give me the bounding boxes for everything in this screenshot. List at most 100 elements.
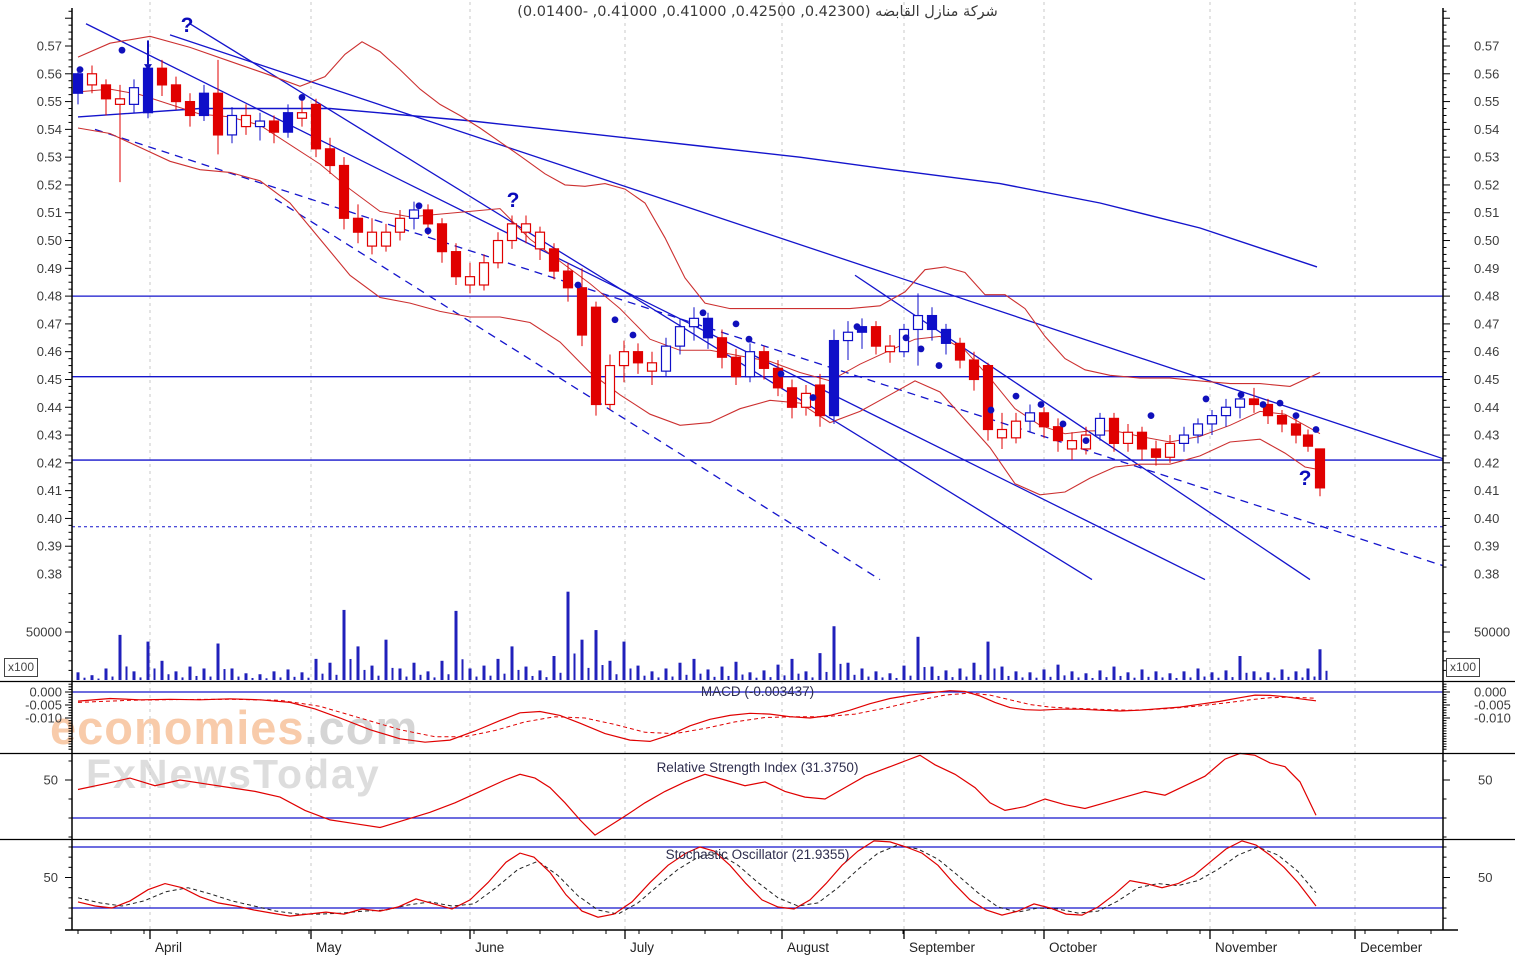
price-tick-label: 0.48 — [1474, 289, 1499, 304]
macd-tick-label: -0.005 — [1474, 698, 1511, 713]
annotations: ??? — [144, 14, 1311, 490]
candle — [338, 164, 350, 219]
price-tick-label: 0.55 — [37, 94, 62, 109]
candle — [828, 339, 840, 417]
candle — [772, 367, 784, 389]
candle — [730, 356, 742, 378]
candle — [1136, 431, 1148, 450]
candle — [1248, 398, 1260, 406]
candle — [870, 326, 882, 347]
candle — [450, 251, 462, 278]
month-label: April — [155, 940, 182, 955]
price-tick-label: 0.42 — [37, 455, 62, 470]
price-tick-label: 0.42 — [1474, 455, 1499, 470]
candle — [506, 223, 518, 242]
price-tick-label: 0.44 — [1474, 400, 1499, 415]
trend-lines — [85, 23, 1444, 581]
candle — [128, 87, 140, 105]
price-tick-label: 0.40 — [37, 511, 62, 526]
candle — [1038, 412, 1050, 428]
candle — [814, 384, 826, 417]
candle — [800, 392, 812, 408]
candle — [1094, 417, 1106, 436]
price-tick-label: 0.49 — [1474, 261, 1499, 276]
candle — [282, 112, 294, 133]
candle — [842, 331, 854, 342]
price-tick-label: 0.39 — [37, 539, 62, 554]
price-tick-label: 0.52 — [1474, 177, 1499, 192]
month-label: October — [1049, 940, 1098, 955]
volume-tick-label: 50000 — [26, 625, 62, 640]
price-tick-label: 0.53 — [1474, 150, 1499, 165]
candle — [982, 364, 994, 431]
watermark-subbrand: FxNewsToday — [86, 751, 381, 797]
candle — [86, 73, 98, 86]
price-tick-label: 0.47 — [1474, 316, 1499, 331]
candle — [1206, 415, 1218, 425]
candle — [422, 209, 434, 225]
price-tick-label: 0.44 — [37, 400, 62, 415]
candle — [702, 317, 714, 339]
price-tick-label: 0.57 — [37, 39, 62, 54]
candle — [1010, 420, 1022, 439]
candle — [618, 351, 630, 367]
candle — [520, 223, 532, 233]
candle — [604, 364, 616, 406]
candle — [1220, 406, 1232, 417]
price-tick-label: 0.48 — [37, 289, 62, 304]
price-tick-label: 0.54 — [37, 122, 62, 137]
watermark-brand: economies — [50, 701, 305, 754]
month-label: July — [630, 940, 654, 955]
candle — [674, 326, 686, 347]
rsi-tick-label: 50 — [44, 773, 58, 788]
candle — [786, 387, 798, 408]
price-tick-label: 0.57 — [1474, 39, 1499, 54]
candle — [380, 231, 392, 247]
candle — [170, 84, 182, 103]
price-tick-label: 0.43 — [37, 428, 62, 443]
rsi-label: Relative Strength Index (31.3750) — [656, 760, 859, 775]
candle — [632, 351, 644, 364]
candle — [940, 328, 952, 344]
macd-tick-label: 0.000 — [29, 685, 62, 700]
watermark: economies.com — [50, 704, 418, 752]
price-tick-label: 0.45 — [1474, 372, 1499, 387]
rsi-tick-label: 50 — [1478, 773, 1492, 788]
candle — [898, 328, 910, 353]
sar-dots — [76, 46, 1320, 445]
volume-multiplier-right: x100 — [1446, 658, 1481, 677]
price-tick-label: 0.50 — [37, 233, 62, 248]
price-tick-label: 0.55 — [1474, 94, 1499, 109]
price-tick-label: 0.38 — [1474, 567, 1499, 582]
price-tick-label: 0.51 — [37, 205, 62, 220]
price-tick-label: 0.46 — [1474, 344, 1499, 359]
candle — [1052, 426, 1064, 442]
month-label: November — [1215, 940, 1278, 955]
month-label: August — [787, 940, 829, 955]
bollinger-bands — [77, 35, 1321, 496]
month-label: December — [1360, 940, 1423, 955]
price-tick-label: 0.51 — [1474, 205, 1499, 220]
macd-tick-label: 0.000 — [1474, 685, 1507, 700]
candle — [590, 306, 602, 406]
price-tick-label: 0.54 — [1474, 122, 1499, 137]
candle — [436, 223, 448, 253]
candle — [296, 112, 308, 119]
candle — [240, 114, 252, 128]
month-label: June — [475, 940, 504, 955]
candle — [1302, 434, 1314, 447]
candle — [1276, 415, 1288, 425]
candle — [324, 148, 336, 167]
candle — [212, 92, 224, 136]
candle — [100, 84, 112, 100]
candle — [226, 114, 238, 136]
candle — [1122, 431, 1134, 444]
candle — [912, 314, 924, 331]
question-mark-annotation: ? — [507, 189, 520, 212]
candle — [114, 98, 126, 105]
candle — [310, 103, 322, 150]
candle — [576, 287, 588, 336]
candle — [646, 362, 658, 372]
